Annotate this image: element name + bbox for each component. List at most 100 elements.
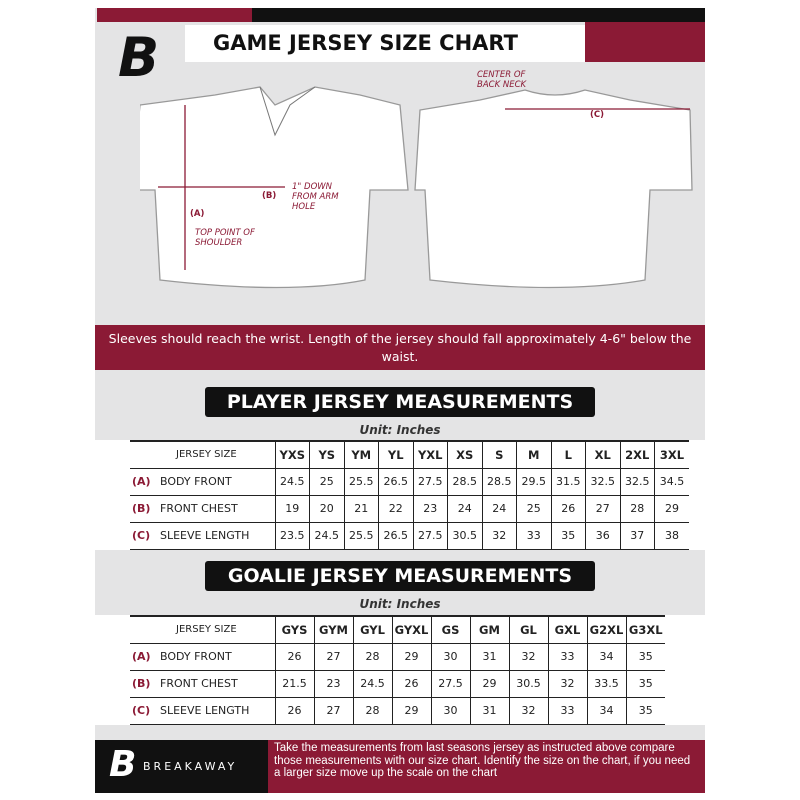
- table-cell: 34: [586, 697, 626, 725]
- size-column-header: GS: [430, 615, 470, 644]
- table-cell: 28.5: [447, 468, 482, 496]
- row-label: FRONT CHEST: [160, 677, 238, 690]
- label-b-desc: 1" DOWN FROM ARM HOLE: [292, 182, 339, 212]
- table-cell: 34: [586, 643, 626, 671]
- table-cell: 30: [430, 697, 470, 725]
- table-cell: 38: [654, 522, 689, 550]
- collar-lace: [259, 86, 316, 137]
- size-column-header: GL: [508, 615, 548, 644]
- label-c-desc: CENTER OF BACK NECK: [477, 70, 527, 90]
- top-red-bar: [97, 8, 252, 22]
- table-cell: 27: [313, 643, 353, 671]
- brand-logo: B: [118, 26, 160, 89]
- table-cell: 35: [625, 670, 665, 698]
- table-cell: 29.5: [516, 468, 551, 496]
- table-cell: 32: [508, 697, 548, 725]
- table-cell: 23: [313, 670, 353, 698]
- back-jersey-outline: [414, 89, 693, 289]
- row-letter: (A): [132, 475, 151, 488]
- size-column-header: GM: [469, 615, 509, 644]
- page-title: GAME JERSEY SIZE CHART: [185, 25, 585, 62]
- table-cell: 33: [547, 643, 587, 671]
- table-cell: 25: [516, 495, 551, 523]
- table-cell: 33: [516, 522, 551, 550]
- table-cell: 24.5: [274, 468, 310, 496]
- table-cell: 30.5: [447, 522, 482, 550]
- table-cell: 24.5: [309, 522, 344, 550]
- table-cell: 28: [352, 697, 392, 725]
- table-row: (A) BODY FRONT 26 27 28 29 30 31 32 33 34 35: [130, 643, 665, 671]
- size-column-header: YXL: [412, 440, 448, 469]
- table-cell: 35: [625, 643, 665, 671]
- table-cell: 35: [550, 522, 586, 550]
- table-cell: 21.5: [274, 670, 314, 698]
- row-header: (C) SLEEVE LENGTH: [130, 522, 275, 550]
- fit-instructions-banner: Sleeves should reach the wrist. Length o…: [95, 325, 705, 370]
- table-cell: 37: [619, 522, 655, 550]
- table-cell: 28: [619, 495, 655, 523]
- table-cell: 35: [625, 697, 665, 725]
- table-cell: 28: [352, 643, 392, 671]
- table-cell: 25: [309, 468, 344, 496]
- goalie-section-title: GOALIE JERSEY MEASUREMENTS: [205, 561, 595, 591]
- table-row: (C) SLEEVE LENGTH 23.5 24.5 25.5 26.5 27.5 30.5…: [130, 522, 689, 550]
- table-cell: 25.5: [343, 522, 379, 550]
- row-header: (A) BODY FRONT: [130, 468, 275, 496]
- size-column-header: M: [516, 440, 551, 469]
- player-table-wrap: JERSEY SIZE YXS YS YM YL YXL XS S M L XL 2XL 3XL (A) B…: [95, 440, 705, 550]
- row-header: (A) BODY FRONT: [130, 643, 275, 671]
- size-column-header: YL: [378, 440, 413, 469]
- row-letter: (C): [132, 529, 151, 542]
- player-unit: Unit: Inches: [359, 423, 441, 437]
- label-a: (A): [190, 209, 205, 219]
- table-cell: 26.5: [378, 522, 413, 550]
- size-header: JERSEY SIZE: [130, 440, 275, 469]
- label-a-desc: TOP POINT OF SHOULDER: [195, 228, 255, 248]
- table-cell: 27: [313, 697, 353, 725]
- table-cell: 26.5: [378, 468, 413, 496]
- table-cell: 29: [654, 495, 689, 523]
- row-letter: (B): [132, 502, 151, 515]
- table-cell: 24.5: [352, 670, 392, 698]
- size-column-header: YM: [343, 440, 379, 469]
- table-cell: 31: [469, 697, 509, 725]
- size-column-header: 2XL: [619, 440, 655, 469]
- table-cell: 33: [547, 697, 587, 725]
- label-c: (C): [590, 110, 605, 120]
- size-column-header: XL: [585, 440, 620, 469]
- table-cell: 26: [391, 670, 431, 698]
- table-cell: 27.5: [412, 522, 448, 550]
- size-column-header: GXL: [547, 615, 587, 644]
- table-row: (B) FRONT CHEST 19 20 21 22 23 24 24 25 26 27 28 29: [130, 495, 689, 523]
- table-cell: 27.5: [412, 468, 448, 496]
- size-column-header: 3XL: [654, 440, 689, 469]
- table-cell: 25.5: [343, 468, 379, 496]
- table-cell: 31.5: [550, 468, 586, 496]
- row-label: BODY FRONT: [160, 650, 232, 663]
- row-label: FRONT CHEST: [160, 502, 238, 515]
- title-red-block: [585, 22, 705, 62]
- row-letter: (A): [132, 650, 151, 663]
- table-row: (A) BODY FRONT 24.5 25 25.5 26.5 27.5 28.5 28.5 2…: [130, 468, 689, 496]
- footer-instructions: Take the measurements from last seasons …: [268, 740, 705, 793]
- table-row: (C) SLEEVE LENGTH 26 27 28 29 30 31 32 33 34 35: [130, 697, 665, 725]
- table-cell: 23.5: [274, 522, 310, 550]
- table-cell: 24: [481, 495, 517, 523]
- table-cell: 27: [585, 495, 620, 523]
- size-column-header: GYS: [274, 615, 314, 644]
- table-cell: 32.5: [585, 468, 620, 496]
- size-column-header: GYL: [352, 615, 392, 644]
- row-label: BODY FRONT: [160, 475, 232, 488]
- table-cell: 36: [585, 522, 620, 550]
- table-cell: 26: [550, 495, 586, 523]
- table-cell: 27.5: [430, 670, 470, 698]
- goalie-table-wrap: JERSEY SIZE GYS GYM GYL GYXL GS GM GL GXL G2XL G3X…: [95, 615, 705, 725]
- size-column-header: XS: [447, 440, 482, 469]
- table-cell: 32: [547, 670, 587, 698]
- table-cell: 23: [412, 495, 448, 523]
- player-section-title: PLAYER JERSEY MEASUREMENTS: [205, 387, 595, 417]
- jersey-diagram: [140, 86, 693, 289]
- player-size-table: JERSEY SIZE YXS YS YM YL YXL XS S M L XL 2XL 3XL (A) B…: [130, 440, 689, 550]
- row-label: SLEEVE LENGTH: [160, 704, 250, 717]
- footer-logo: B: [109, 744, 137, 785]
